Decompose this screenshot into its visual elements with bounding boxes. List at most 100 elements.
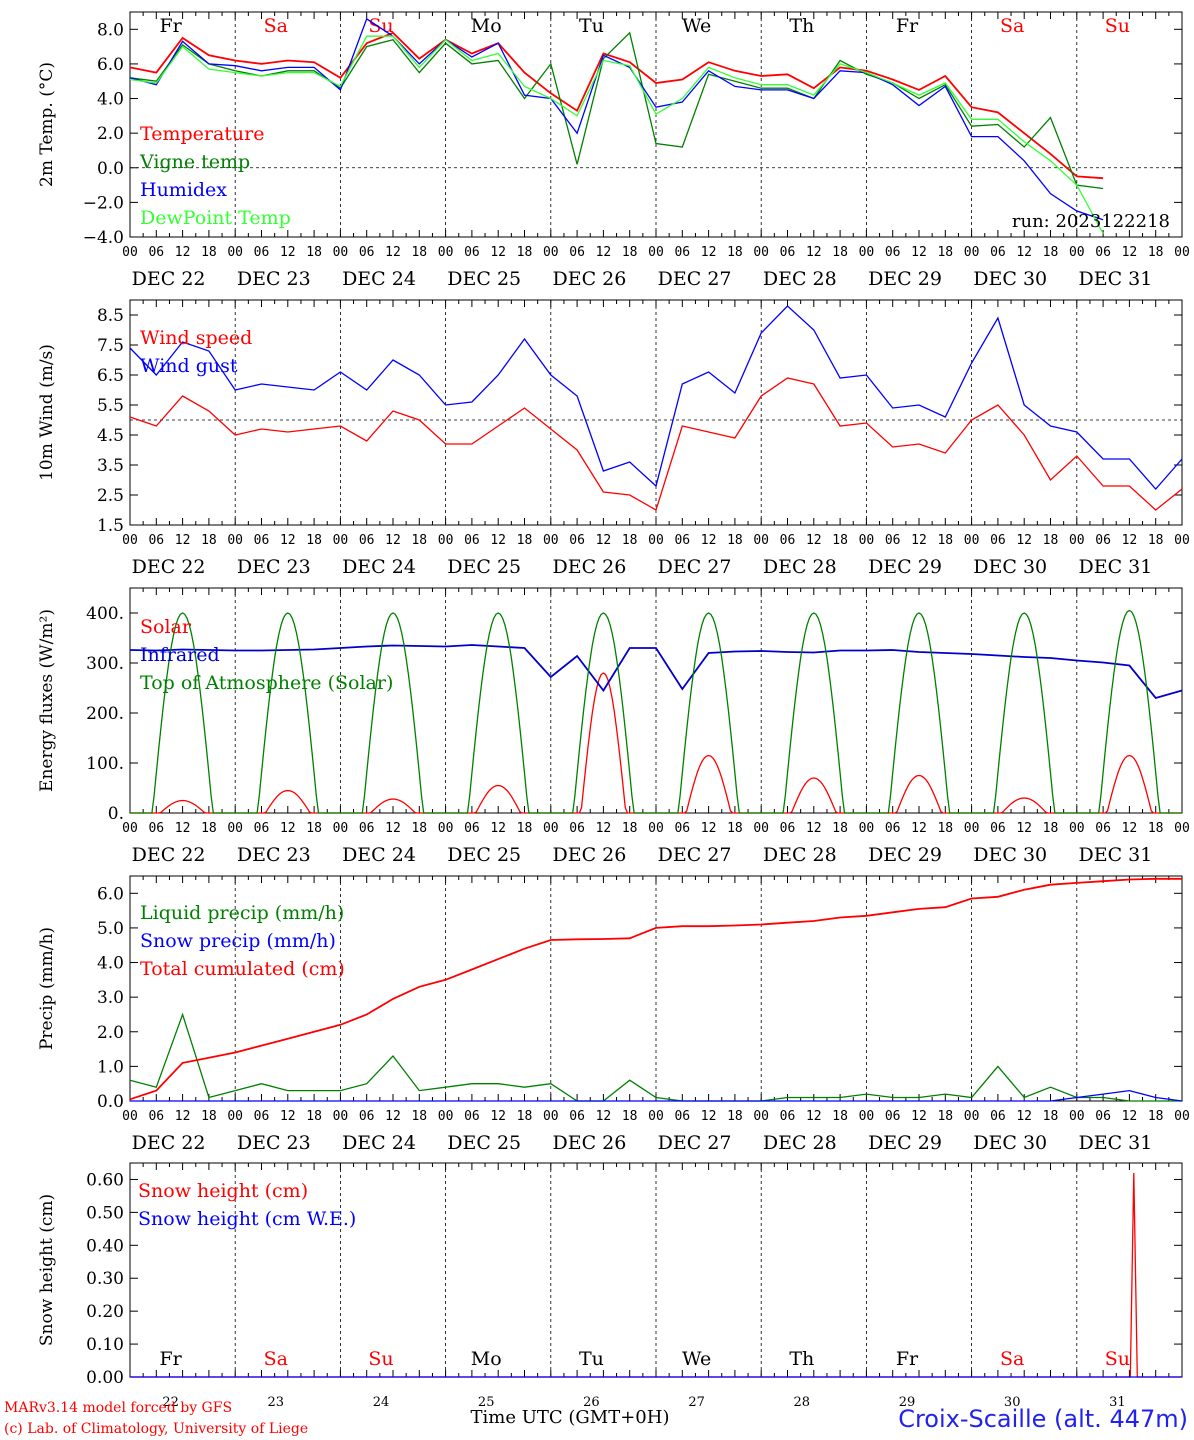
y-tick-label: 0.30 <box>86 1269 124 1289</box>
y-tick-label: 2.0 <box>97 1023 124 1043</box>
hour-tick-label: 06 <box>254 533 270 548</box>
hour-tick-label: 12 <box>596 533 612 548</box>
hour-tick-label: 00 <box>227 821 243 836</box>
y-tick-label: 0.0 <box>97 1092 124 1112</box>
date-label: DEC 24 <box>342 844 416 866</box>
date-label: DEC 23 <box>237 1132 311 1154</box>
day-name-label: Th <box>789 1348 814 1370</box>
y-tick-label: 0.60 <box>86 1170 124 1190</box>
date-label: DEC 22 <box>132 268 206 290</box>
series-line-2 <box>130 1089 1183 1102</box>
series-line-1 <box>129 31 1104 180</box>
day-number-label: 30 <box>1004 1395 1021 1410</box>
date-label: DEC 29 <box>868 556 942 578</box>
date-label: DEC 31 <box>1078 556 1152 578</box>
hour-tick-label: 18 <box>937 245 953 260</box>
hour-tick-label: 12 <box>385 245 401 260</box>
hour-tick-label: 00 <box>964 245 980 260</box>
hour-tick-label: 18 <box>727 533 743 548</box>
day-name-label: Fr <box>896 15 919 37</box>
hour-tick-label: 00 <box>964 821 980 836</box>
hour-tick-label: 12 <box>596 1109 612 1124</box>
hour-tick-label: 06 <box>359 533 375 548</box>
series-line-2 <box>129 644 1183 700</box>
hour-tick-label: 00 <box>122 245 138 260</box>
hour-tick-label: 18 <box>832 821 848 836</box>
hour-tick-label: 00 <box>1069 821 1085 836</box>
legend-entry: Humidex <box>140 179 227 201</box>
day-number-label: 26 <box>583 1395 600 1410</box>
hour-tick-label: 06 <box>464 821 480 836</box>
hour-tick-label: 18 <box>937 1109 953 1124</box>
hour-tick-label: 18 <box>306 1109 322 1124</box>
hour-tick-label: 00 <box>753 821 769 836</box>
hour-tick-label: 06 <box>780 1109 796 1124</box>
legend-entry: Snow precip (mm/h) <box>140 930 336 952</box>
y-tick-label: −2.0 <box>83 193 124 213</box>
y-tick-label: −4.0 <box>83 228 124 248</box>
date-label: DEC 27 <box>658 844 732 866</box>
date-label: DEC 29 <box>868 844 942 866</box>
hour-tick-label: 12 <box>911 1109 927 1124</box>
y-tick-label: 4.0 <box>97 954 124 974</box>
hour-tick-label: 18 <box>937 533 953 548</box>
y-axis-label: Snow height (cm) <box>37 1194 57 1346</box>
hour-tick-label: 00 <box>1174 1109 1190 1124</box>
day-number-label: 31 <box>1109 1395 1126 1410</box>
date-label: DEC 27 <box>658 268 732 290</box>
hour-tick-label: 00 <box>122 533 138 548</box>
hour-tick-label: 06 <box>1095 533 1111 548</box>
hour-tick-label: 06 <box>885 1109 901 1124</box>
y-tick-label: 2.0 <box>97 124 124 144</box>
hour-tick-label: 18 <box>201 245 217 260</box>
y-axis-label: Precip (mm/h) <box>37 927 57 1050</box>
hour-tick-label: 00 <box>1174 533 1190 548</box>
hour-tick-label: 18 <box>832 1109 848 1124</box>
y-tick-label: 4.5 <box>97 426 124 446</box>
hour-tick-label: 00 <box>648 1109 664 1124</box>
y-tick-label: 2.5 <box>97 486 124 506</box>
hour-tick-label: 06 <box>1095 245 1111 260</box>
hour-tick-label: 18 <box>727 1109 743 1124</box>
run-label: run: 2023122218 <box>1012 211 1170 232</box>
hour-tick-label: 06 <box>990 245 1006 260</box>
y-tick-label: 5.0 <box>97 919 124 939</box>
hour-tick-label: 00 <box>753 1109 769 1124</box>
hour-tick-label: 00 <box>438 533 454 548</box>
y-tick-label: 1.5 <box>97 516 124 536</box>
day-name-label: Tu <box>579 1348 604 1370</box>
hour-tick-label: 06 <box>464 245 480 260</box>
date-label: DEC 30 <box>973 268 1047 290</box>
hour-tick-label: 18 <box>622 245 638 260</box>
date-label: DEC 25 <box>447 844 521 866</box>
hour-tick-label: 06 <box>254 1109 270 1124</box>
day-name-label: Su <box>368 15 393 37</box>
y-tick-label: 0.50 <box>86 1203 124 1223</box>
date-label: DEC 26 <box>552 556 626 578</box>
x-axis-label: Time UTC (GMT+0H) <box>471 1407 670 1428</box>
hour-tick-label: 06 <box>885 533 901 548</box>
date-label: DEC 27 <box>658 1132 732 1154</box>
legend-entry: Wind gust <box>140 355 238 377</box>
hour-tick-label: 06 <box>780 245 796 260</box>
series-line-3 <box>130 609 1182 814</box>
hour-tick-label: 18 <box>411 533 427 548</box>
date-label: DEC 22 <box>132 1132 206 1154</box>
hour-tick-label: 00 <box>543 821 559 836</box>
y-tick-label: 0.00 <box>86 1368 124 1388</box>
chart-panel-2: 1.5 2.5 3.5 4.5 5.5 6.5 7.5 8.5 10m Wind (m/s) 00… <box>37 299 1190 578</box>
y-tick-label: 6.0 <box>97 884 124 904</box>
hour-tick-label: 00 <box>227 245 243 260</box>
hour-tick-label: 00 <box>333 245 349 260</box>
y-tick-label: 300. <box>86 654 124 674</box>
date-label: DEC 28 <box>763 556 837 578</box>
hour-tick-label: 18 <box>727 821 743 836</box>
y-tick-label: 1.0 <box>97 1057 124 1077</box>
hour-tick-label: 06 <box>148 821 164 836</box>
hour-tick-label: 00 <box>543 1109 559 1124</box>
hour-tick-label: 00 <box>333 1109 349 1124</box>
hour-tick-label: 06 <box>674 533 690 548</box>
day-name-label: Sa <box>1000 15 1024 37</box>
date-label: DEC 28 <box>763 268 837 290</box>
